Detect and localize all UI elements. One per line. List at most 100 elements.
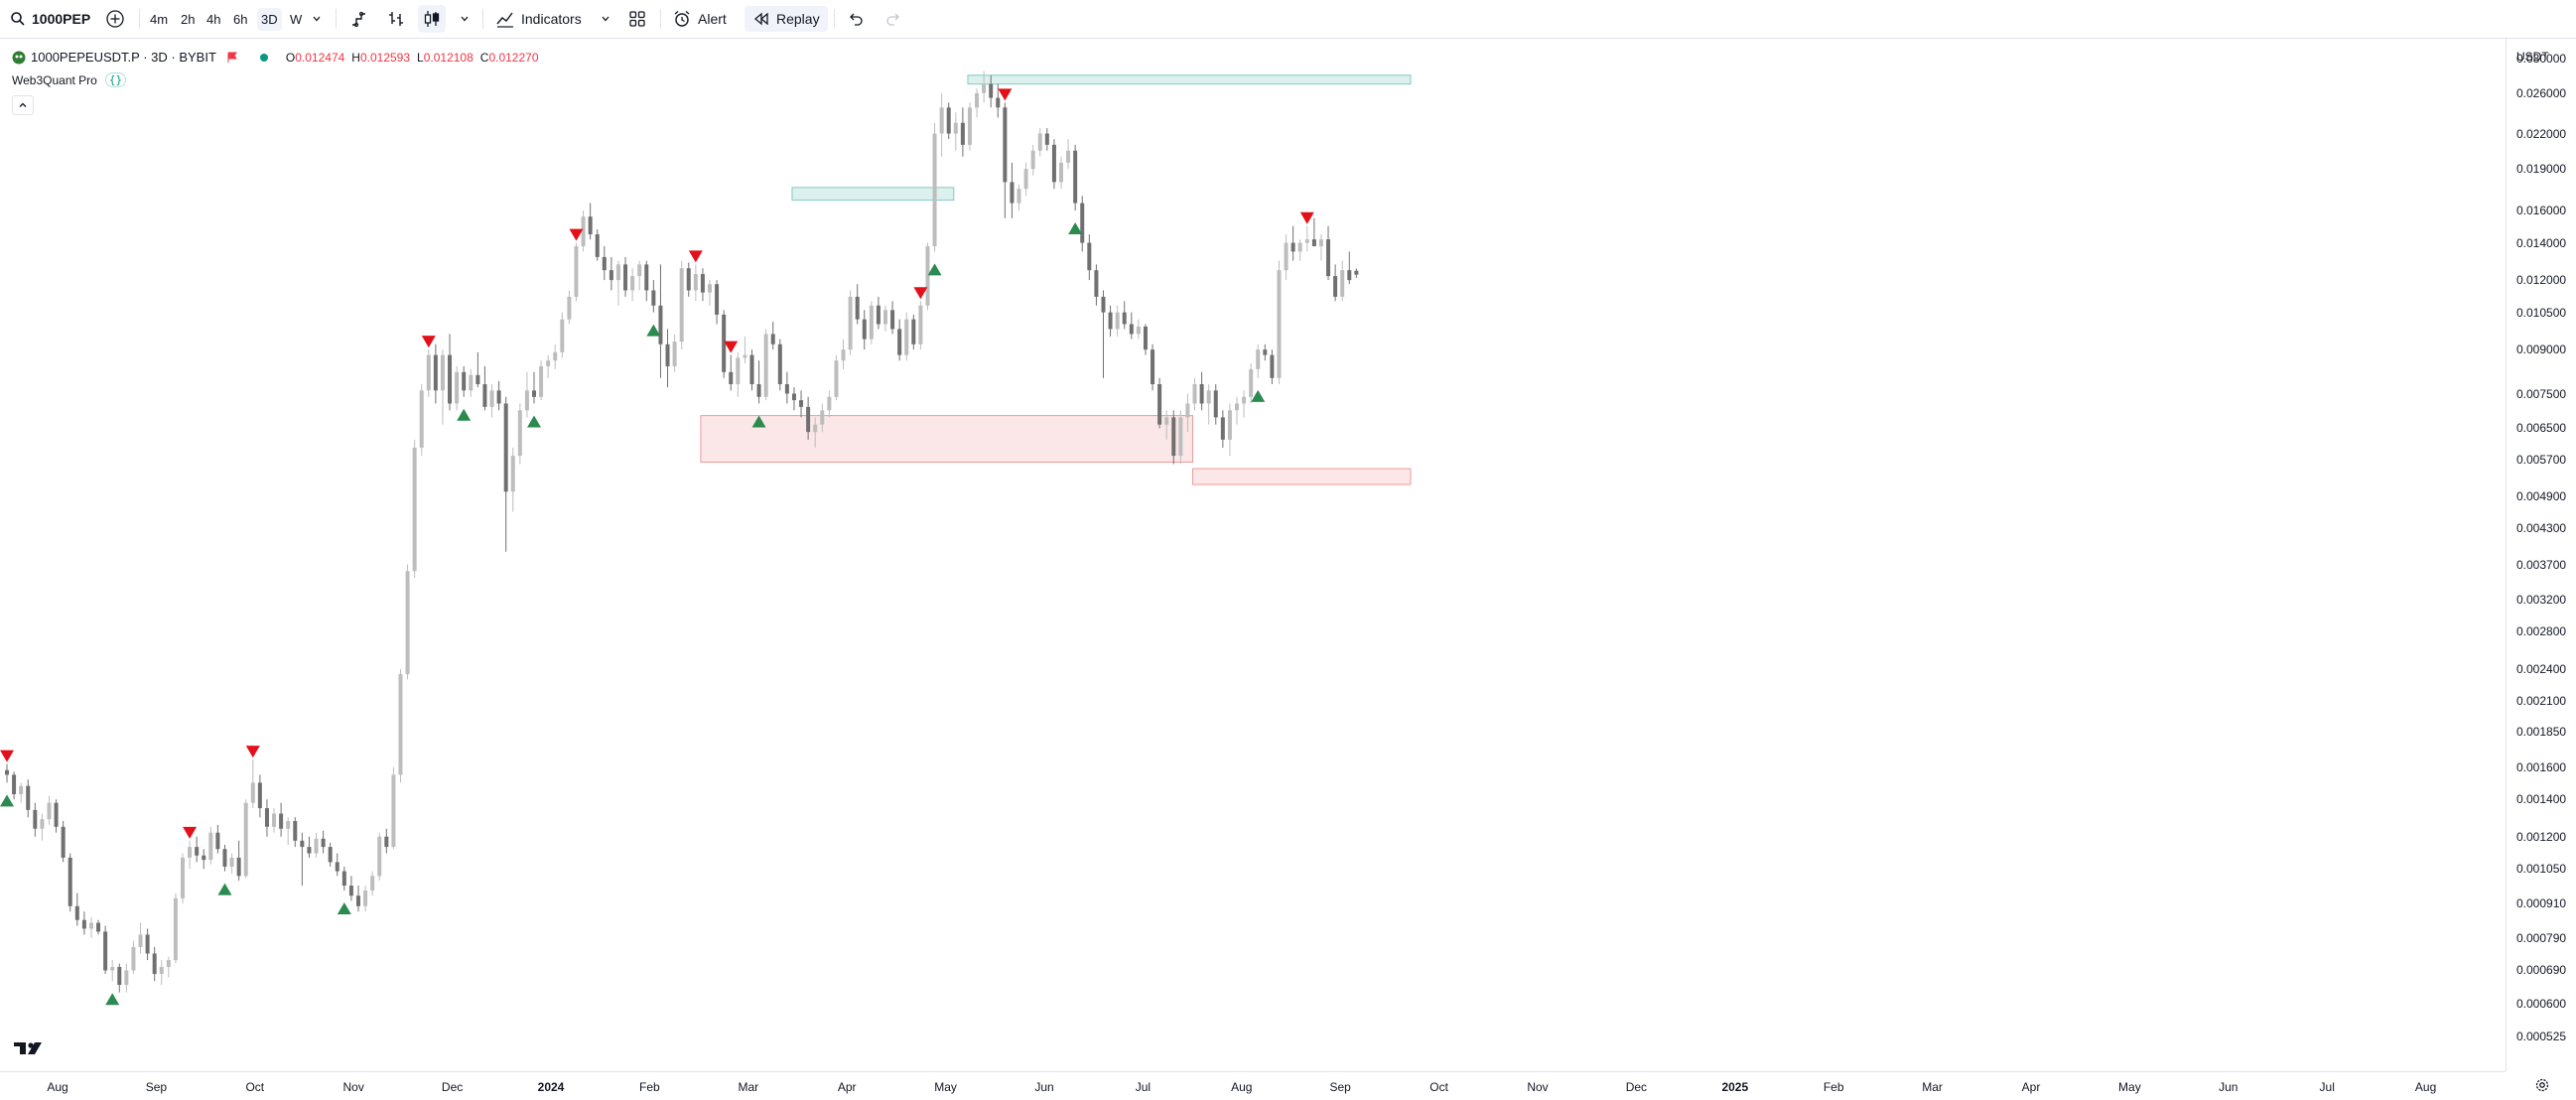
candle-body (1051, 144, 1056, 183)
time-tick-label: Jul (1135, 1080, 1152, 1094)
indicators-dropdown[interactable] (601, 0, 610, 38)
candle-body (1213, 390, 1218, 418)
interval-4m[interactable]: 4m (150, 0, 168, 38)
candle-body (208, 832, 213, 861)
candle-body (166, 960, 171, 967)
candle-body (644, 264, 649, 291)
low-value: 0.012108 (423, 50, 474, 65)
pepe-logo-icon (12, 51, 26, 64)
candle-body (1326, 239, 1331, 277)
price-tick-label: 0.030000 (2516, 52, 2567, 66)
symbol-search[interactable]: 1000PEP (10, 0, 90, 38)
replay-button[interactable]: Replay (745, 0, 828, 38)
tradingview-logo[interactable] (14, 1040, 46, 1061)
interval-dropdown[interactable] (312, 0, 322, 38)
sell-signal-marker (245, 746, 260, 758)
candle-body (307, 847, 312, 854)
candle-body (967, 107, 972, 145)
price-tick-label: 0.014000 (2516, 235, 2567, 250)
alert-label: Alert (698, 11, 727, 27)
candle-body (595, 234, 600, 257)
sell-signal-marker (913, 287, 928, 300)
buy-signal-marker (927, 263, 942, 276)
candle-body (1318, 239, 1323, 247)
interval-4h[interactable]: 4h (206, 0, 220, 38)
candle-body (188, 847, 193, 858)
candle-body (841, 349, 846, 361)
flag-icon[interactable] (226, 52, 238, 64)
candle-body (1297, 242, 1302, 252)
time-axis[interactable]: Aug Sep Oct Nov Dec 2024 Feb Mar Apr May Jun Jul Aug… (0, 1071, 2506, 1100)
chart-style-dropdown[interactable] (460, 0, 470, 38)
candle-body (567, 296, 572, 320)
price-tick-label: 0.000790 (2516, 930, 2567, 945)
candle-body (131, 946, 136, 971)
templates-button[interactable] (627, 0, 647, 38)
candle-body (145, 934, 150, 954)
candle-body (1044, 133, 1049, 145)
high-label: H (351, 50, 360, 65)
interval-w[interactable]: W (290, 0, 302, 38)
alert-button[interactable]: Alert (672, 0, 727, 38)
price-tick-label: 0.001600 (2516, 759, 2567, 774)
candle-body (229, 857, 234, 867)
redo-button[interactable] (884, 0, 902, 38)
candles-style-button[interactable] (418, 0, 446, 38)
candle-body (996, 97, 1001, 108)
price-axis[interactable]: USDT 0.030000 0.026000 0.022000 0.019000 0.0… (2506, 39, 2576, 1071)
indicators-button[interactable]: Indicators (495, 0, 582, 38)
time-tick-label: Oct (1429, 1080, 1448, 1094)
collapse-legend-button[interactable] (12, 95, 34, 115)
candle-body (1030, 150, 1035, 170)
currency-label[interactable]: USDT (2516, 50, 2549, 64)
candle-body (96, 922, 101, 932)
buy-signal-marker (646, 324, 661, 337)
open-value: 0.012474 (295, 50, 345, 65)
price-chart[interactable] (0, 39, 2506, 1071)
sell-signal-marker (688, 250, 703, 263)
candle-body (159, 966, 164, 975)
candle-body (679, 268, 684, 343)
candle-body (152, 953, 157, 975)
buy-signal-marker (1251, 389, 1266, 402)
candle-body (1164, 417, 1169, 425)
chevron-up-icon (19, 102, 27, 107)
demand-zone (700, 415, 1194, 463)
indicator-source-icon[interactable]: {} (104, 72, 127, 87)
candle-body (813, 424, 818, 433)
candle-body (1340, 270, 1345, 297)
candle-body (300, 840, 305, 848)
candle-body (1227, 410, 1232, 440)
interval-6h[interactable]: 6h (233, 0, 247, 38)
compare-symbol-button[interactable] (105, 0, 125, 38)
candle-body (1270, 354, 1275, 378)
candle-body (47, 802, 52, 820)
interval-2h[interactable]: 2h (181, 0, 195, 38)
candle-body (925, 246, 930, 306)
interval-3d[interactable]: 3D (257, 0, 282, 38)
candle-body (581, 216, 586, 247)
candle-body (615, 264, 620, 281)
candle-body (524, 390, 529, 411)
candle-body (19, 785, 24, 795)
candle-body (74, 905, 79, 920)
time-tick-label: Nov (342, 1080, 364, 1094)
candle-body (553, 351, 558, 361)
time-tick-label: Sep (1329, 1080, 1351, 1094)
indicator-legend[interactable]: Web3Quant Pro {} (12, 72, 127, 87)
ohlc-close: C0.012270 (480, 51, 539, 65)
symbol-full-label[interactable]: 1000PEPEUSDT.P · 3D · BYBIT (31, 50, 216, 65)
undo-button[interactable] (847, 0, 865, 38)
candle-body (1023, 169, 1028, 190)
chart-settings-button[interactable] (2534, 1077, 2550, 1098)
price-tick-label: 0.001200 (2516, 829, 2567, 844)
buy-signal-marker (217, 883, 232, 895)
bars-style-button[interactable] (386, 0, 406, 38)
indicator-name: Web3Quant Pro (12, 72, 97, 87)
candle-body (335, 862, 339, 872)
time-tick-label: Dec (1625, 1080, 1648, 1094)
candle-body (897, 329, 902, 355)
toolbar-divider (834, 9, 835, 29)
bar-replay-style-button[interactable] (349, 0, 369, 38)
candle-body (5, 769, 9, 775)
